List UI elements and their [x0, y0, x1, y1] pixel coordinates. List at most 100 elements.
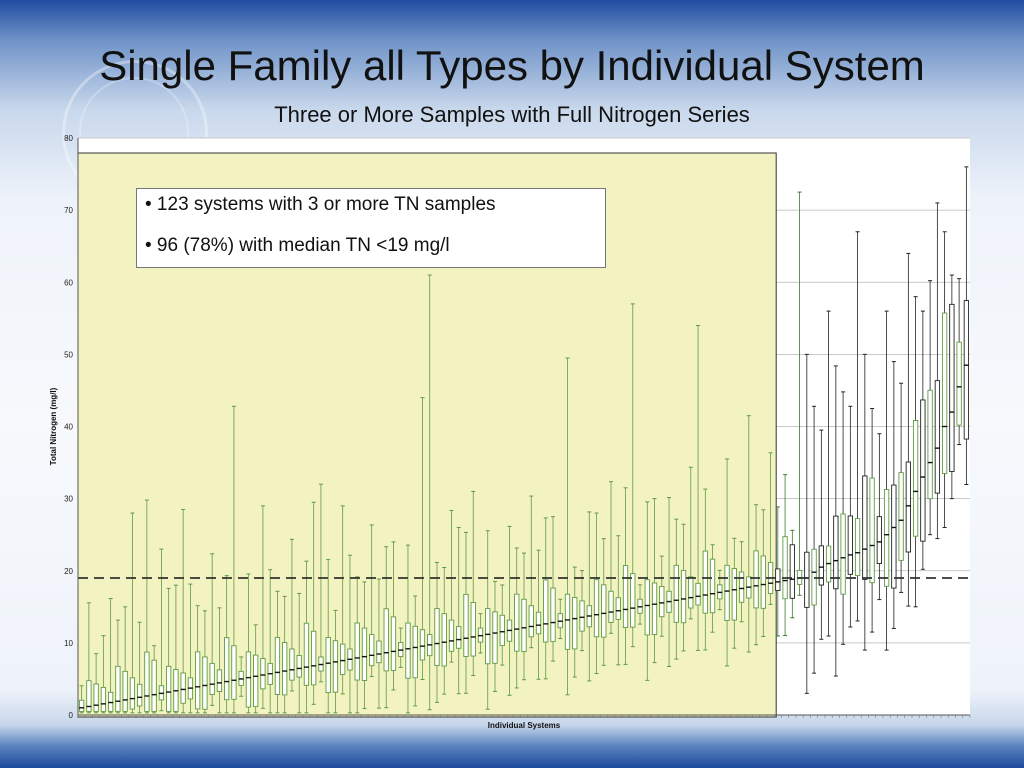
- iqr-box: [920, 399, 926, 542]
- iqr-box: [528, 605, 534, 638]
- iqr-box: [93, 683, 99, 712]
- box-system-84: [680, 523, 687, 652]
- iqr-box: [340, 643, 346, 675]
- box-system-50: [434, 561, 440, 703]
- box-system-40: [361, 581, 368, 710]
- iqr-box: [818, 545, 824, 586]
- iqr-box: [209, 662, 215, 696]
- box-system-123: [963, 166, 970, 485]
- iqr-box: [651, 582, 658, 635]
- iqr-box: [311, 630, 317, 686]
- iqr-box: [282, 642, 288, 696]
- box-system-77: [630, 303, 636, 648]
- iqr-box: [535, 611, 542, 635]
- box-system-23: [238, 656, 244, 697]
- box-system-12: [158, 548, 165, 712]
- box-system-78: [637, 584, 643, 625]
- iqr-box: [253, 654, 259, 708]
- slide-title: Single Family all Types by Individual Sy…: [99, 42, 925, 89]
- iqr-box: [485, 608, 491, 665]
- iqr-box: [195, 651, 201, 710]
- box-system-81: [659, 555, 665, 637]
- box-system-34: [318, 483, 324, 683]
- box-system-65: [543, 517, 549, 680]
- box-system-97: [775, 506, 781, 637]
- iqr-box: [361, 627, 368, 681]
- box-system-45: [398, 627, 404, 668]
- box-system-49: [427, 274, 433, 711]
- box-system-69: [572, 566, 578, 678]
- box-system-61: [514, 547, 520, 689]
- box-system-111: [876, 433, 882, 601]
- iqr-box: [934, 380, 941, 494]
- box-system-59: [499, 584, 505, 666]
- box-system-41: [369, 524, 375, 678]
- iqr-box: [245, 651, 252, 708]
- box-system-113: [891, 361, 897, 629]
- box-system-48: [419, 397, 426, 680]
- box-system-15: [180, 508, 186, 714]
- iqr-box: [100, 686, 107, 712]
- box-system-19: [209, 553, 215, 706]
- box-system-104: [825, 310, 832, 637]
- iqr-box: [354, 622, 360, 681]
- iqr-box: [564, 593, 571, 650]
- box-system-1: [78, 685, 85, 714]
- iqr-box: [941, 312, 948, 474]
- box-system-105: [833, 365, 839, 677]
- box-system-87: [702, 488, 708, 651]
- iqr-box: [862, 475, 868, 580]
- iqr-box: [180, 672, 186, 704]
- box-system-79: [644, 501, 650, 681]
- box-system-74: [608, 481, 614, 634]
- box-system-25: [253, 624, 259, 714]
- box-system-27: [267, 569, 273, 714]
- iqr-box: [383, 608, 389, 672]
- iqr-box: [274, 636, 281, 695]
- iqr-box: [492, 611, 498, 664]
- iqr-box: [688, 576, 694, 609]
- box-system-114: [898, 382, 904, 593]
- iqr-box: [695, 582, 701, 606]
- iqr-box: [760, 555, 766, 609]
- box-system-75: [615, 535, 621, 666]
- iqr-box: [136, 683, 143, 707]
- box-system-88: [709, 544, 716, 633]
- y-tick-label: 40: [64, 423, 73, 432]
- iqr-box: [107, 691, 114, 712]
- iqr-box: [543, 579, 549, 643]
- iqr-box: [883, 489, 890, 587]
- y-axis-label: Total Nitrogen (mg/l): [49, 387, 58, 465]
- box-system-54: [463, 531, 469, 694]
- box-system-85: [688, 466, 694, 620]
- iqr-box: [869, 477, 875, 584]
- box-system-53: [456, 526, 462, 695]
- box-system-119: [934, 202, 941, 540]
- box-system-11: [151, 645, 157, 714]
- box-system-33: [311, 501, 317, 705]
- iqr-box: [202, 656, 208, 710]
- iqr-box: [231, 645, 237, 700]
- iqr-box: [927, 389, 933, 500]
- box-system-56: [477, 613, 484, 654]
- iqr-box: [840, 513, 846, 595]
- iqr-box: [702, 550, 708, 614]
- box-system-8: [129, 512, 136, 714]
- box-system-18: [202, 610, 208, 714]
- box-system-86: [695, 325, 701, 651]
- box-system-14: [173, 584, 179, 714]
- iqr-box: [673, 564, 679, 623]
- box-system-52: [448, 510, 455, 663]
- box-system-22: [231, 405, 237, 714]
- box-system-115: [905, 252, 912, 607]
- iqr-box: [876, 516, 882, 564]
- box-system-35: [325, 559, 331, 714]
- iqr-box: [216, 669, 223, 692]
- box-system-93: [746, 415, 752, 653]
- iqr-box: [709, 558, 716, 614]
- box-system-2: [86, 602, 92, 714]
- iqr-box: [738, 571, 745, 603]
- box-system-20: [216, 607, 223, 714]
- box-system-47: [412, 595, 418, 707]
- box-system-120: [941, 231, 948, 528]
